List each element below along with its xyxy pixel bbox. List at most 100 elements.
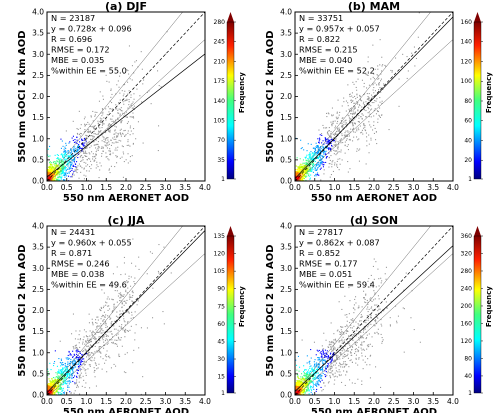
data-point (49, 145, 51, 147)
data-point (86, 159, 88, 161)
data-point (76, 349, 78, 351)
data-point (83, 358, 85, 360)
data-point (89, 344, 91, 346)
data-point (79, 357, 81, 359)
data-point (52, 388, 54, 390)
data-point (322, 146, 324, 148)
data-point (62, 166, 64, 168)
data-point (116, 311, 118, 313)
data-point (100, 318, 102, 320)
data-point (310, 170, 312, 172)
data-point (309, 152, 311, 154)
data-point (330, 137, 332, 139)
data-point (63, 169, 65, 171)
data-point (347, 130, 349, 132)
data-point (115, 104, 117, 106)
data-point (66, 168, 68, 170)
data-point (76, 143, 78, 145)
data-point (124, 336, 126, 338)
data-point (79, 356, 81, 358)
data-point (364, 320, 366, 322)
data-point (347, 84, 349, 86)
data-point (367, 56, 369, 58)
data-point (49, 384, 51, 386)
data-point (123, 300, 125, 302)
data-point (375, 100, 377, 102)
data-point (89, 365, 91, 367)
x-tick-label: 0.5 (309, 183, 321, 192)
colorbar-tick-label: 80 (464, 98, 472, 105)
data-point (92, 140, 94, 142)
data-point (81, 160, 83, 162)
data-point (389, 317, 391, 319)
data-point (47, 387, 49, 389)
data-point (304, 171, 306, 173)
data-point (146, 327, 148, 329)
data-point (305, 391, 307, 393)
data-point (314, 378, 316, 380)
y-axis-label: 550 nm GOCI 2 km AOD (265, 30, 276, 162)
data-point (309, 387, 311, 389)
data-point (52, 174, 54, 176)
data-point (360, 116, 362, 118)
data-point (304, 175, 306, 177)
data-point (317, 167, 319, 169)
data-point (76, 147, 78, 149)
data-point (310, 160, 312, 162)
data-point (317, 174, 319, 176)
data-point (324, 374, 326, 376)
data-point (74, 139, 76, 141)
data-point (336, 160, 338, 162)
data-point (116, 343, 118, 345)
data-point (79, 165, 81, 167)
data-point (316, 145, 318, 147)
data-point (297, 179, 299, 181)
data-point (95, 385, 97, 387)
data-point (137, 121, 139, 123)
data-point (297, 377, 299, 379)
data-point (74, 156, 76, 158)
data-point (54, 173, 56, 175)
data-point (331, 365, 333, 367)
data-point (85, 140, 87, 142)
data-point (63, 377, 65, 379)
data-point (303, 162, 305, 164)
data-point (89, 330, 91, 332)
data-point (69, 168, 71, 170)
data-point (369, 286, 371, 288)
data-point (79, 339, 81, 341)
data-point (112, 115, 114, 117)
data-point (48, 378, 50, 380)
data-point (340, 138, 342, 140)
data-point (50, 393, 52, 395)
data-point (373, 109, 375, 111)
data-point (47, 177, 49, 179)
ee-upper-line (295, 12, 431, 180)
data-point (127, 130, 129, 132)
data-point (111, 118, 113, 120)
data-point (69, 391, 71, 393)
data-point (123, 371, 125, 373)
data-point (348, 343, 350, 345)
data-point (84, 145, 86, 147)
data-point (91, 151, 93, 153)
data-point (122, 310, 124, 312)
data-point (92, 135, 94, 137)
data-point (68, 171, 70, 173)
data-point (312, 147, 314, 149)
data-point (47, 166, 49, 168)
stat-line: R = 0.871 (51, 248, 92, 258)
data-point (119, 310, 121, 312)
data-point (59, 340, 61, 342)
data-point (109, 150, 111, 152)
data-point (60, 388, 62, 390)
data-point (62, 145, 64, 147)
y-tick-label: 0.0 (32, 391, 44, 400)
data-point (64, 150, 66, 152)
data-point (108, 169, 110, 171)
data-point (52, 168, 54, 170)
data-point (94, 133, 96, 135)
data-point (357, 127, 359, 129)
data-point (305, 387, 307, 389)
data-point (377, 110, 379, 112)
